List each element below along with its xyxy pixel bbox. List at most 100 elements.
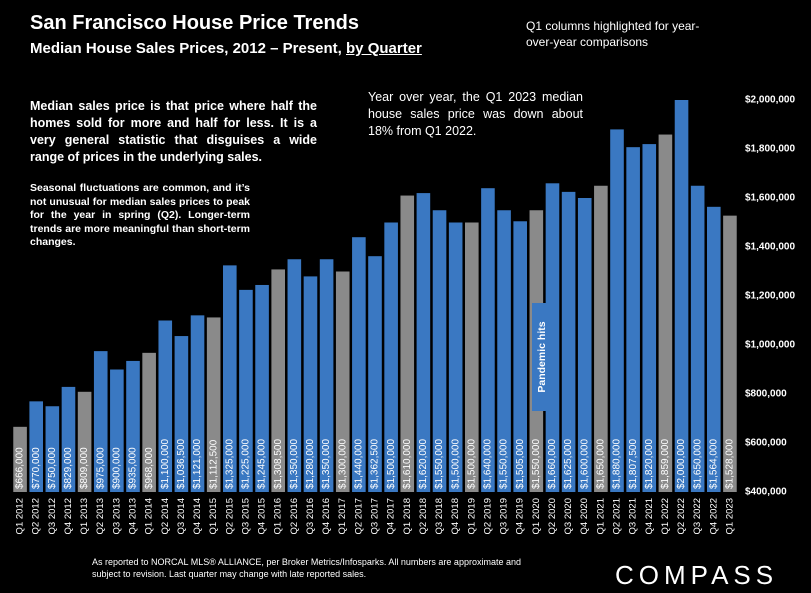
- value-label: $829,000: [63, 447, 74, 489]
- bar: [61, 386, 76, 492]
- value-label: $1,440,000: [354, 439, 365, 489]
- chart-title: San Francisco House Price Trends: [30, 12, 360, 34]
- x-tick-label: Q3 2019: [499, 498, 510, 534]
- subtitle: Median House Sales Prices, 2012 – Presen…: [30, 40, 422, 57]
- value-label: $968,000: [144, 447, 155, 489]
- bar: [142, 352, 156, 492]
- annotation-box: [532, 303, 551, 411]
- x-tick-label: Q2 2017: [353, 498, 364, 534]
- x-tick-label: Q4 2022: [708, 498, 719, 534]
- x-tick-label: Q2 2015: [224, 498, 235, 534]
- y-tick-label: $600,000: [745, 438, 787, 449]
- x-tick-label: Q1 2016: [273, 498, 284, 534]
- y-tick-label: $2,000,000: [745, 95, 795, 106]
- note: Q1 columns highlighted for year-over-yea…: [526, 19, 700, 49]
- subtitle-emphasis: by Quarter: [346, 40, 422, 57]
- value-label: $1,362,500: [370, 439, 381, 489]
- value-label: $1,820,000: [644, 439, 655, 489]
- value-label: $1,100,000: [160, 439, 171, 489]
- value-label: $1,350,000: [289, 439, 300, 489]
- note: Median sales price is that price where h…: [30, 99, 317, 164]
- bar: [384, 222, 398, 492]
- value-label: $1,640,000: [483, 439, 494, 489]
- x-tick-label: Q2 2021: [612, 498, 623, 534]
- bar: [271, 269, 285, 492]
- value-label: $1,500,000: [450, 439, 461, 489]
- x-tick-label: Q2 2022: [676, 498, 687, 534]
- x-tick-label: Q4 2017: [386, 498, 397, 534]
- bar: [594, 185, 608, 492]
- value-label: $1,610,000: [402, 439, 413, 489]
- value-label: $1,036,500: [176, 439, 187, 489]
- bar: [497, 210, 511, 492]
- y-tick-label: $1,600,000: [745, 193, 795, 204]
- bar: [723, 215, 737, 492]
- x-tick-label: Q4 2021: [644, 498, 655, 534]
- value-label: $2,000,000: [676, 439, 687, 489]
- x-tick-label: Q3 2022: [692, 498, 703, 534]
- value-label: $1,325,000: [224, 439, 235, 489]
- bar: [223, 265, 237, 492]
- bar: [158, 320, 173, 492]
- bar: [610, 129, 624, 492]
- value-label: $1,500,000: [466, 439, 477, 489]
- x-tick-label: Q3 2012: [47, 498, 58, 534]
- x-tick-label: Q1 2022: [660, 498, 671, 534]
- bar: [45, 406, 60, 492]
- value-label: $1,807,500: [628, 439, 639, 489]
- value-label: $1,880,000: [612, 439, 623, 489]
- bar: [239, 289, 253, 492]
- value-label: $1,300,000: [337, 439, 348, 489]
- value-label: $1,620,000: [418, 439, 429, 489]
- value-label: $1,600,000: [579, 439, 590, 489]
- bar: [190, 315, 205, 492]
- subtitle-text: Median House Sales Prices, 2012 – Presen…: [30, 40, 342, 57]
- bar: [481, 188, 495, 492]
- x-tick-label: Q1 2013: [79, 498, 90, 534]
- x-tick-label: Q3 2020: [563, 498, 574, 534]
- y-tick-label: $400,000: [745, 487, 787, 498]
- bar: [368, 256, 382, 492]
- bar: [335, 271, 350, 492]
- bar: [287, 259, 302, 492]
- x-tick-label: Q3 2017: [370, 498, 381, 534]
- x-tick-label: Q1 2015: [208, 498, 219, 534]
- x-tick-label: Q2 2014: [160, 498, 171, 534]
- value-label: $809,000: [79, 447, 90, 489]
- bar: [432, 210, 447, 492]
- bar: [642, 144, 657, 492]
- x-tick-label: Q3 2015: [240, 498, 251, 534]
- bar: [707, 206, 721, 492]
- x-tick-label: Q4 2012: [63, 498, 74, 534]
- y-tick-label: $1,000,000: [745, 340, 795, 351]
- x-tick-label: Q1 2020: [531, 498, 542, 534]
- bar: [206, 317, 221, 492]
- value-label: $1,121,000: [192, 439, 203, 489]
- x-tick-label: Q2 2019: [482, 498, 493, 534]
- bar: [658, 134, 673, 493]
- y-tick-label: $1,400,000: [745, 242, 795, 253]
- bar: [255, 284, 269, 492]
- bar: [126, 360, 140, 492]
- value-label: $1,564,000: [708, 439, 719, 489]
- y-tick-label: $800,000: [745, 389, 787, 400]
- value-label: $1,350,000: [321, 439, 332, 489]
- bar: [448, 222, 463, 492]
- x-tick-label: Q2 2016: [289, 498, 300, 534]
- bar: [674, 100, 689, 492]
- x-tick-label: Q2 2013: [95, 498, 106, 534]
- x-tick-label: Q2 2012: [31, 498, 42, 534]
- bar: [352, 237, 366, 492]
- bar: [577, 198, 592, 492]
- x-tick-label: Q1 2012: [15, 498, 26, 534]
- y-tick-label: $1,800,000: [745, 144, 795, 155]
- bar: [400, 195, 415, 493]
- annotation: Pandemic hits: [536, 321, 548, 392]
- bar: [29, 401, 43, 492]
- bar: [13, 426, 27, 492]
- note: Year over year, the Q1 2023 median house…: [368, 90, 583, 138]
- bar: [303, 276, 318, 492]
- value-label: $1,505,000: [515, 439, 526, 489]
